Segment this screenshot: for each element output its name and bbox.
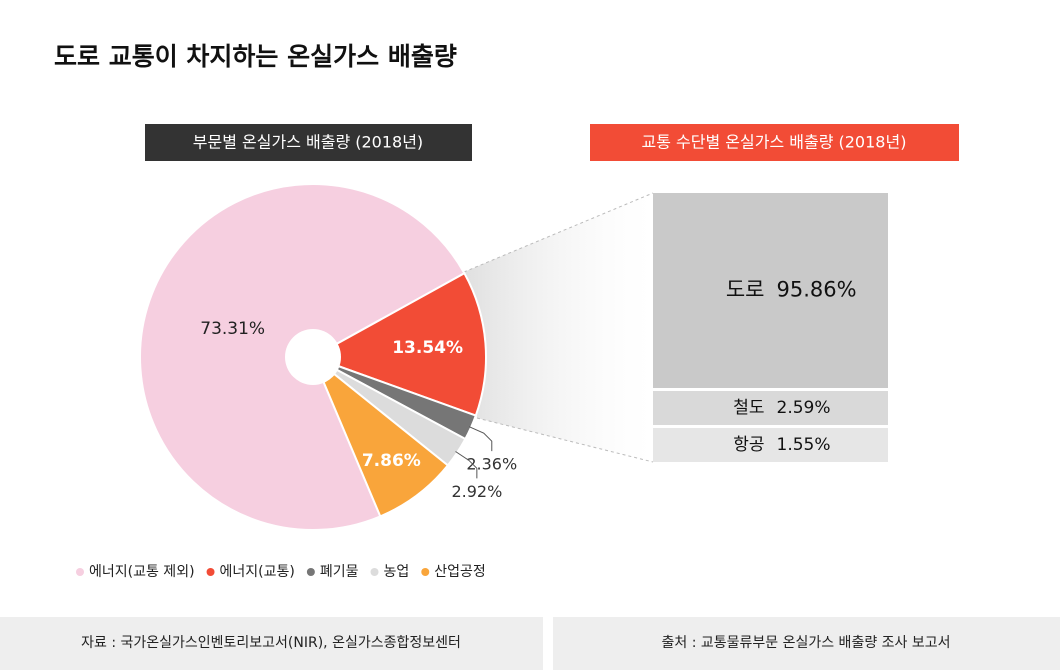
bar-title-bg: [590, 124, 959, 161]
connector: [464, 193, 653, 462]
segment-value: 1.55%: [777, 435, 831, 455]
footer-box: [0, 617, 543, 670]
legend-dot: [306, 568, 315, 576]
legend-label: 에너지(교통): [220, 564, 295, 580]
legend-dot: [370, 568, 379, 576]
connector-line: [476, 417, 654, 463]
legend-dot: [421, 568, 430, 576]
segment-category: 철도: [733, 398, 764, 418]
legend-label: 산업공정: [434, 564, 486, 580]
leader-line: [468, 426, 493, 452]
note: 출처 : 교통물류부문 온실가스 배출량 조사 보고서: [661, 635, 950, 651]
legend-label: 농업: [384, 564, 410, 580]
bar-segment: [653, 428, 888, 462]
bar-segment: [653, 391, 888, 425]
footer-box: [553, 617, 1060, 670]
segment-category: 도로: [726, 278, 765, 302]
legend-label: 폐기물: [320, 564, 359, 580]
slice-label: 73.31%: [200, 319, 265, 339]
page-title: 도로 교통이 차지하는 온실가스 배출량: [54, 42, 457, 71]
segment-value: 95.86%: [777, 278, 857, 302]
source: 자료 : 국가온실가스인벤토리보고서(NIR), 온실가스종합정보센터: [81, 635, 461, 651]
pie-hole: [285, 329, 341, 385]
pie-title: 부문별 온실가스 배출량 (2018년): [193, 133, 423, 152]
bar-title: 교통 수단별 온실가스 배출량 (2018년): [642, 133, 907, 152]
bar-segment: [653, 193, 888, 388]
slice-label: 2.36%: [466, 455, 517, 474]
legend-dot: [206, 568, 215, 576]
slice-label: 7.86%: [362, 451, 421, 471]
pie-title-bg: [145, 124, 472, 161]
connector-line: [463, 192, 654, 273]
segment-category: 항공: [733, 435, 764, 455]
slice-label: 13.54%: [392, 338, 463, 358]
leader-line: [455, 451, 478, 479]
legend-label: 에너지(교통 제외): [89, 564, 195, 580]
pie-slice: [312, 356, 450, 518]
slice-label: 2.92%: [451, 482, 502, 501]
pie-slice: [310, 271, 487, 417]
legend-dot: [76, 568, 84, 576]
segment-value: 2.59%: [777, 398, 831, 418]
